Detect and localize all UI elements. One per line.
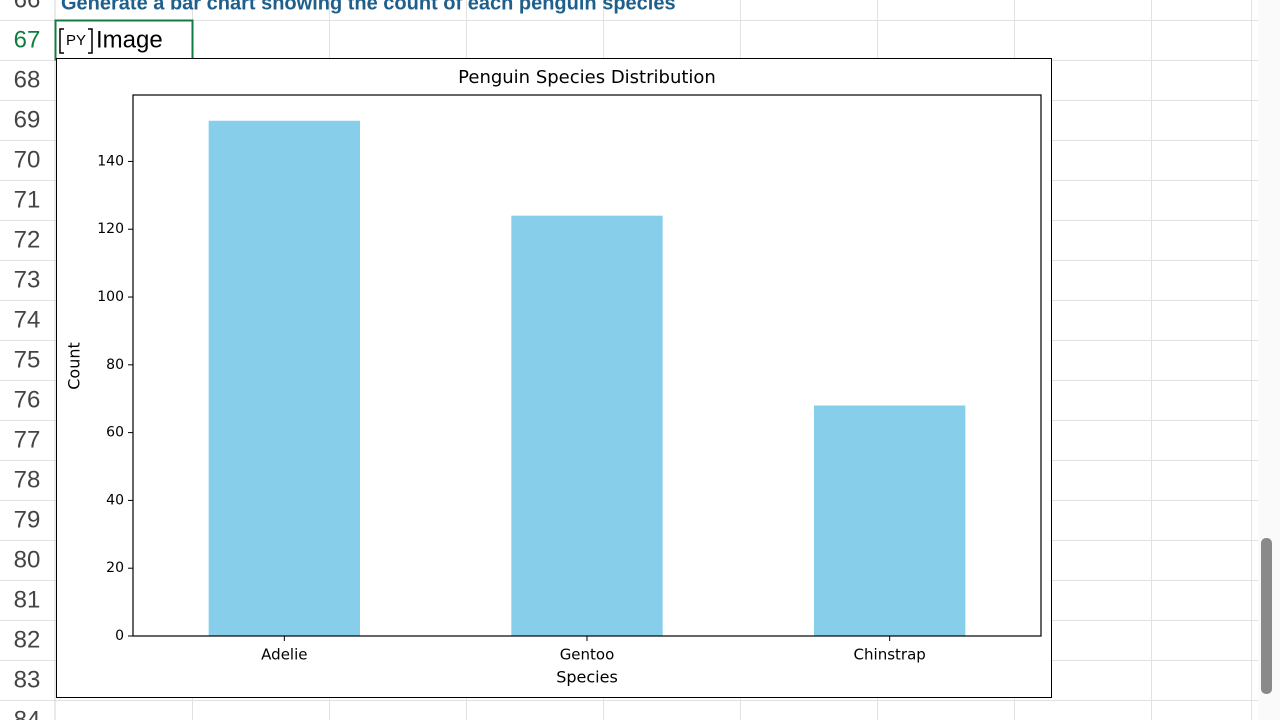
row-number: 67 (14, 26, 41, 53)
prompt-text: Generate a bar chart showing the count o… (61, 0, 676, 14)
row-number: 80 (14, 546, 41, 573)
y-tick-label: 140 (97, 153, 124, 169)
bar (208, 120, 360, 636)
row-number: 78 (14, 466, 41, 493)
x-tick-label: Chinstrap (854, 646, 926, 664)
y-tick-label: 100 (97, 289, 124, 305)
row-number: 72 (14, 226, 41, 253)
row-number: 71 (14, 186, 41, 213)
row-number: 81 (14, 586, 41, 613)
scrollbar-thumb[interactable] (1261, 538, 1272, 694)
row-number: 66 (14, 0, 41, 13)
row-number: 82 (14, 626, 41, 653)
py-badge-brackets (59, 28, 93, 54)
row-number: 68 (14, 66, 41, 93)
y-tick-label: 0 (115, 628, 124, 644)
y-tick-label: 20 (106, 560, 124, 576)
cell-value: Image (96, 26, 163, 53)
y-tick-label: 40 (106, 492, 124, 508)
row-number: 76 (14, 386, 41, 413)
row-number: 79 (14, 506, 41, 533)
bar (814, 405, 966, 636)
chart-image: Penguin Species Distribution Species Cou… (56, 58, 1052, 698)
row-number: 83 (14, 666, 41, 693)
y-tick-label: 80 (106, 357, 124, 373)
bar (511, 215, 663, 636)
plot-frame (132, 94, 1042, 637)
y-tick-label: 60 (106, 425, 124, 441)
row-number: 74 (14, 306, 41, 333)
x-axis-label: Species (556, 668, 618, 687)
x-tick-label: Adelie (261, 646, 307, 664)
y-axis-label: Count (65, 342, 84, 390)
row-number: 73 (14, 266, 41, 293)
x-tick-label: Gentoo (560, 646, 615, 664)
row-header-column (0, 0, 55, 720)
row-number: 77 (14, 426, 41, 453)
row-number: 84 (14, 706, 41, 720)
py-badge: PY (66, 32, 86, 49)
row-number: 69 (14, 106, 41, 133)
y-tick-label: 120 (97, 221, 124, 237)
row-number: 70 (14, 146, 41, 173)
row-number: 75 (14, 346, 41, 373)
chart-title: Penguin Species Distribution (458, 67, 716, 88)
